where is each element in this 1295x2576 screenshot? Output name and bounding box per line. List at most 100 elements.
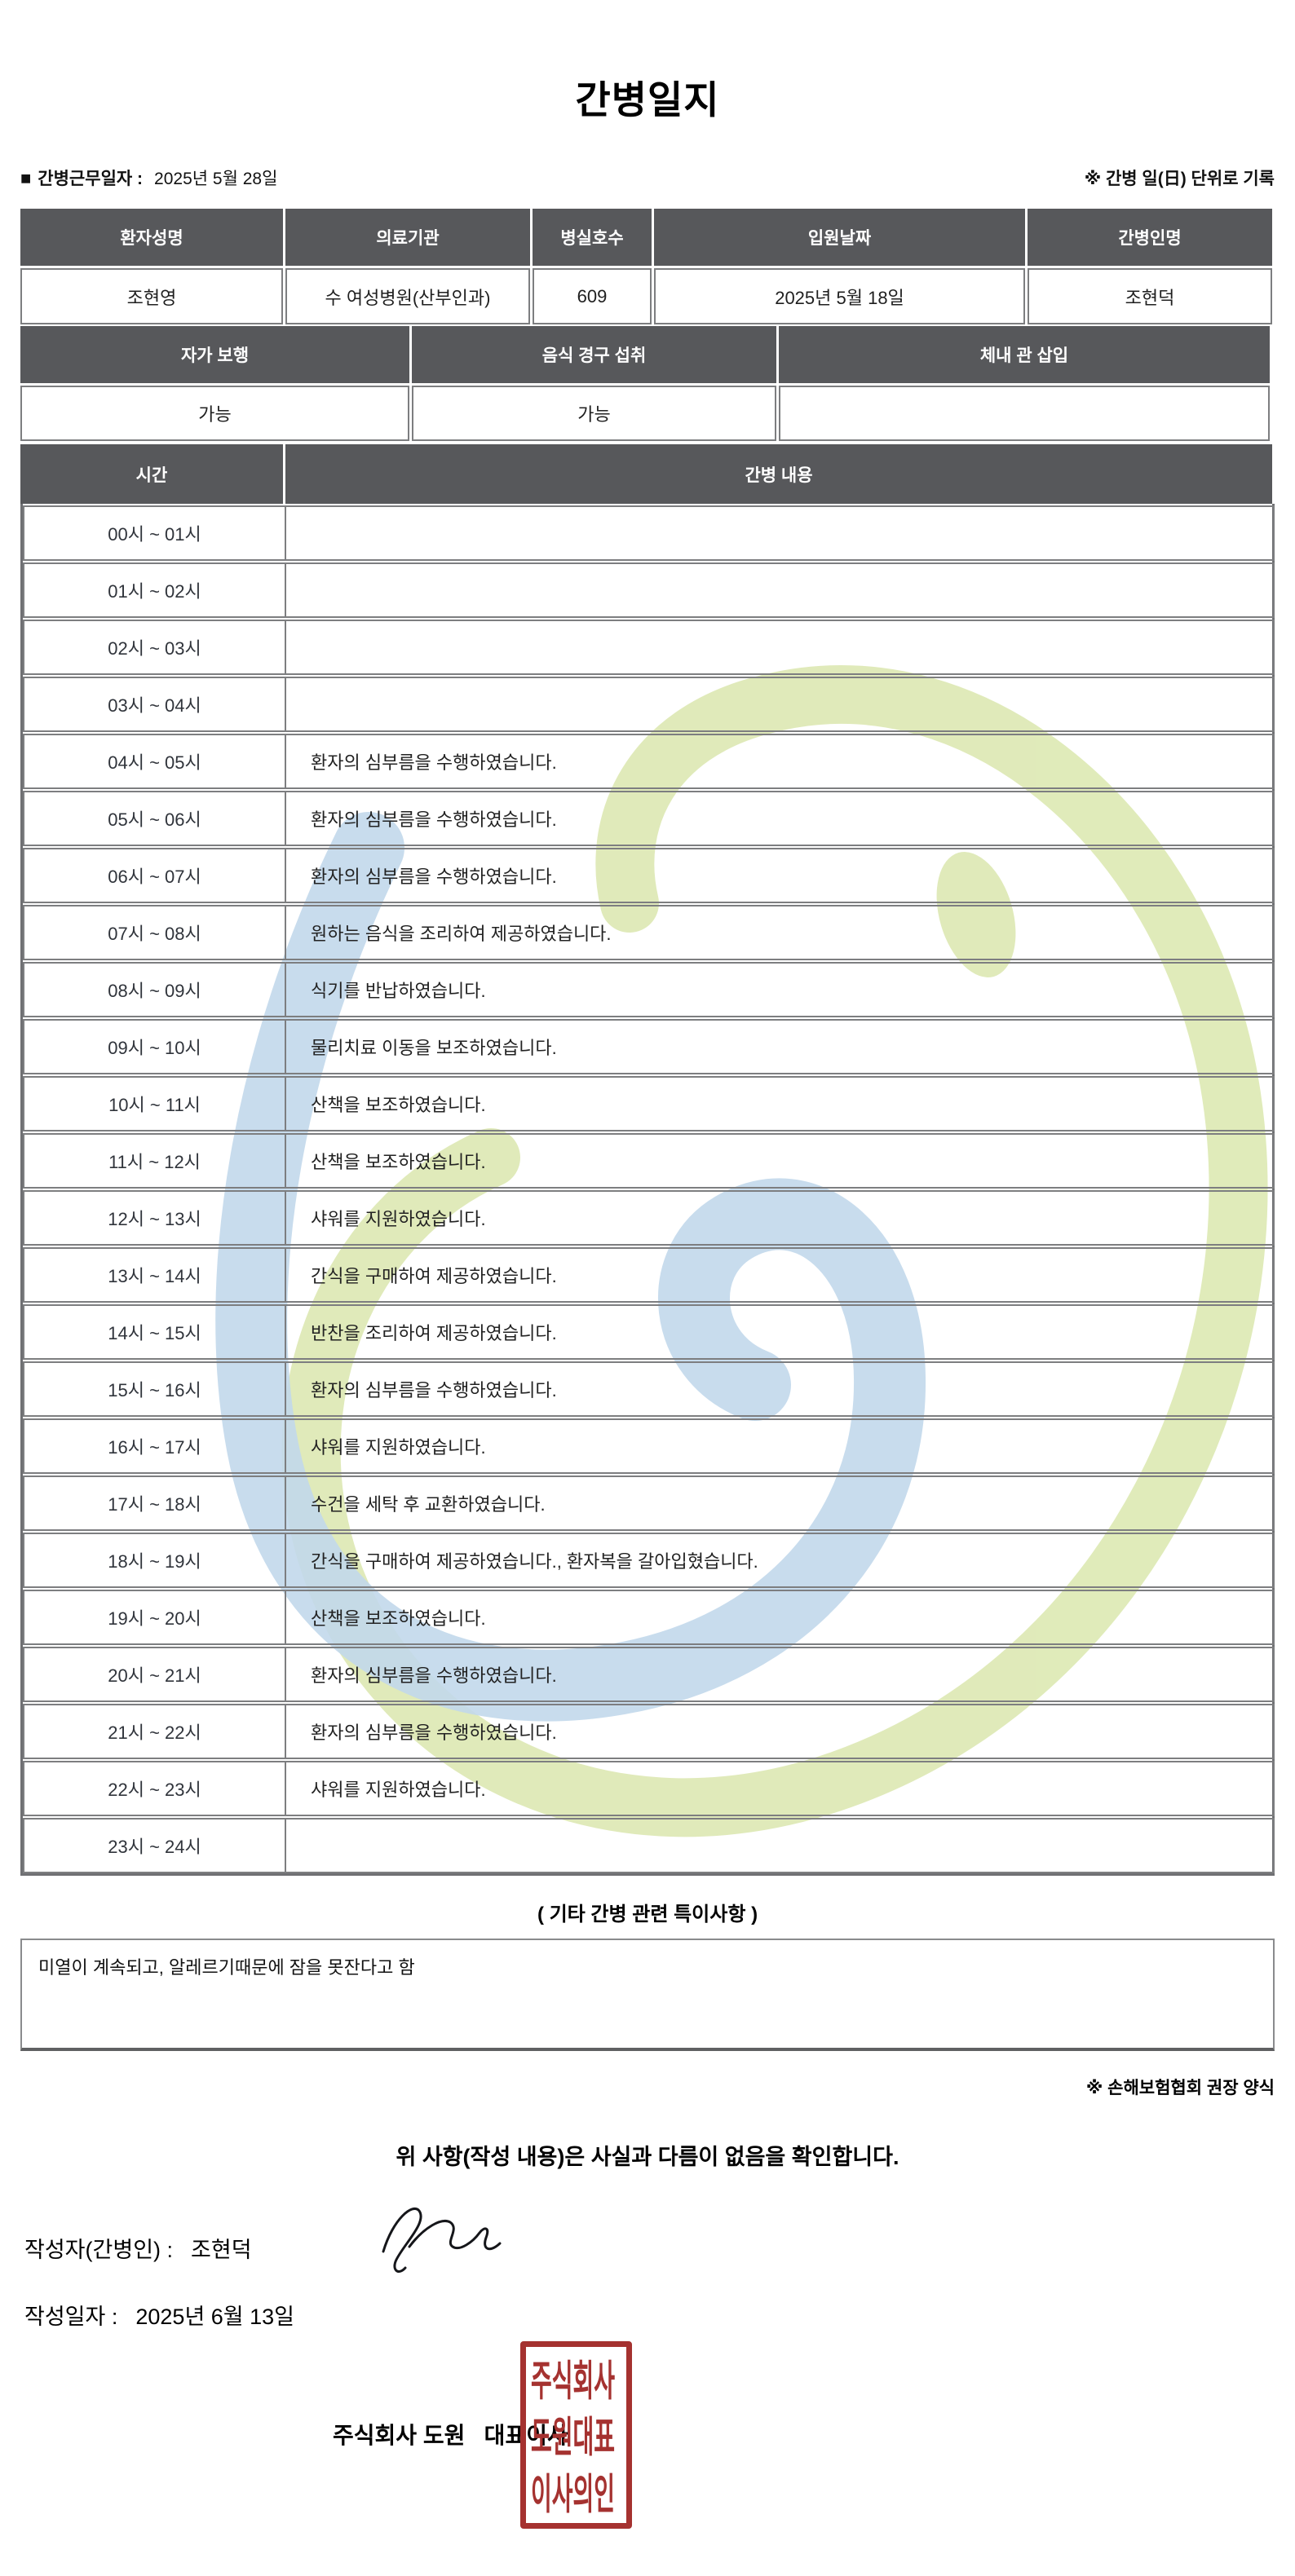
watermark-blue-swirl: [215, 812, 926, 1722]
writer-name: 조현덕: [191, 2238, 252, 2262]
log-body: 00시 ~ 01시 01시 ~ 02시 02시 ~ 03시 03시 ~ 04시 …: [20, 504, 1275, 1876]
unit-note: ※ 간병 일(日) 단위로 기록: [1084, 170, 1275, 188]
work-date-line: ■ 간병근무일자 : 2025년 5월 28일: [20, 165, 277, 190]
log-row-01: 01시 ~ 02시: [23, 562, 1275, 618]
log-time: 14시 ~ 15시: [23, 1304, 285, 1360]
work-date-value: 2025년 5월 28일: [154, 170, 278, 188]
log-content: 환자의 심부름을 수행하였습니다.: [285, 1704, 1275, 1759]
log-row-13: 13시 ~ 14시 간식을 구매하여 제공하였습니다.: [23, 1247, 1275, 1303]
hourly-care-log-table: 시간 간병 내용 00시 ~ 01시 01시 ~ 02시 02시 ~ 03시 0…: [20, 444, 1275, 1876]
log-content: 환자의 심부름을 수행하였습니다.: [285, 734, 1275, 789]
log-time: 18시 ~ 19시: [23, 1533, 285, 1588]
log-row-12: 12시 ~ 13시 샤워를 지원하였습니다.: [23, 1190, 1275, 1246]
log-row-00: 00시 ~ 01시: [23, 505, 1275, 561]
patient-status-table: 자가 보행 음식 경구 섭취 체내 관 삽입 가능 가능: [20, 326, 1275, 441]
log-content: [285, 620, 1275, 675]
log-time: 05시 ~ 06시: [23, 791, 285, 846]
page-title: 간병일지: [575, 78, 720, 121]
log-time: 16시 ~ 17시: [23, 1418, 285, 1474]
log-content: 샤워를 지원하였습니다.: [285, 1761, 1275, 1816]
patient-info-table: 환자성명 의료기관 병실호수 입원날짜 간병인명 조현영 수 여성병원(산부인과…: [20, 209, 1275, 324]
col-header-admission-date: 입원날짜: [654, 209, 1025, 266]
square-bullet-icon: ■: [20, 168, 32, 188]
log-content: 물리치료 이동을 보조하였습니다.: [285, 1019, 1275, 1074]
log-row-21: 21시 ~ 22시 환자의 심부름을 수행하였습니다.: [23, 1704, 1275, 1759]
col-header-time: 시간: [20, 444, 283, 504]
log-content: 환자의 심부름을 수행하였습니다.: [285, 1647, 1275, 1702]
log-time: 15시 ~ 16시: [23, 1361, 285, 1417]
log-row-19: 19시 ~ 20시 산책을 보조하였습니다.: [23, 1590, 1275, 1645]
log-time: 03시 ~ 04시: [23, 677, 285, 732]
col-header-self-walking: 자가 보행: [20, 326, 409, 383]
insurance-form-note: ※ 손해보험협회 권장 양식: [1085, 2079, 1275, 2097]
log-content: [285, 1818, 1275, 1873]
meta-row: ■ 간병근무일자 : 2025년 5월 28일 ※ 간병 일(日) 단위로 기록: [20, 165, 1275, 190]
log-row-22: 22시 ~ 23시 샤워를 지원하였습니다.: [23, 1761, 1275, 1816]
log-row-04: 04시 ~ 05시 환자의 심부름을 수행하였습니다.: [23, 734, 1275, 789]
log-row-02: 02시 ~ 03시: [23, 620, 1275, 675]
log-time: 06시 ~ 07시: [23, 848, 285, 903]
internal-tube-value: [779, 386, 1270, 441]
log-row-03: 03시 ~ 04시: [23, 677, 1275, 732]
log-content: 간식을 구매하여 제공하였습니다., 환자복을 갈아입혔습니다.: [285, 1533, 1275, 1588]
patient-info-header-row: 환자성명 의료기관 병실호수 입원날짜 간병인명: [20, 209, 1275, 266]
room-number-value: 609: [533, 268, 652, 324]
log-row-16: 16시 ~ 17시 샤워를 지원하였습니다.: [23, 1418, 1275, 1474]
log-content: [285, 677, 1275, 732]
log-row-15: 15시 ~ 16시 환자의 심부름을 수행하였습니다.: [23, 1361, 1275, 1417]
special-notes-heading: ( 기타 간병 관련 특이사항 ): [537, 1903, 758, 1925]
log-time: 09시 ~ 10시: [23, 1019, 285, 1074]
company-ceo-line: 주식회사 도원 대표이사: [333, 2423, 568, 2448]
log-content: 반찬을 조리하여 제공하였습니다.: [285, 1304, 1275, 1360]
log-row-20: 20시 ~ 21시 환자의 심부름을 수행하였습니다.: [23, 1647, 1275, 1702]
log-content: 환자의 심부름을 수행하였습니다.: [285, 1361, 1275, 1417]
written-date-label: 작성일자 :: [24, 2305, 118, 2329]
seal-row-2: 도원대표: [531, 2415, 616, 2463]
log-row-08: 08시 ~ 09시 식기를 반납하였습니다.: [23, 962, 1275, 1017]
oral-intake-value: 가능: [412, 386, 776, 441]
log-row-06: 06시 ~ 07시 환자의 심부름을 수행하였습니다.: [23, 848, 1275, 903]
log-time: 12시 ~ 13시: [23, 1190, 285, 1246]
log-time: 13시 ~ 14시: [23, 1247, 285, 1303]
log-content: 원하는 음식을 조리하여 제공하였습니다.: [285, 905, 1275, 960]
special-notes-text: 미열이 계속되고, 알레르기때문에 잠을 못잔다고 함: [38, 1957, 415, 1978]
col-header-oral-intake: 음식 경구 섭취: [412, 326, 776, 383]
col-header-medical-institution: 의료기관: [285, 209, 530, 266]
log-content: 산책을 보조하였습니다.: [285, 1133, 1275, 1189]
log-time: 19시 ~ 20시: [23, 1590, 285, 1645]
log-row-07: 07시 ~ 08시 원하는 음식을 조리하여 제공하였습니다.: [23, 905, 1275, 960]
company-seal-stamp: 주식회사 도원대표 이사의인: [520, 2341, 632, 2529]
col-header-patient-name: 환자성명: [20, 209, 283, 266]
log-content: 환자의 심부름을 수행하였습니다.: [285, 848, 1275, 903]
log-content: 샤워를 지원하였습니다.: [285, 1418, 1275, 1474]
patient-info-value-row: 조현영 수 여성병원(산부인과) 609 2025년 5월 18일 조현덕: [20, 268, 1275, 324]
log-time: 08시 ~ 09시: [23, 962, 285, 1017]
log-time: 01시 ~ 02시: [23, 562, 285, 618]
log-row-09: 09시 ~ 10시 물리치료 이동을 보조하였습니다.: [23, 1019, 1275, 1074]
status-header-row: 자가 보행 음식 경구 섭취 체내 관 삽입: [20, 326, 1275, 383]
log-time: 02시 ~ 03시: [23, 620, 285, 675]
log-time: 22시 ~ 23시: [23, 1761, 285, 1816]
log-time: 07시 ~ 08시: [23, 905, 285, 960]
log-time: 17시 ~ 18시: [23, 1475, 285, 1531]
log-content: 간식을 구매하여 제공하였습니다.: [285, 1247, 1275, 1303]
col-header-room-number: 병실호수: [533, 209, 652, 266]
log-row-10: 10시 ~ 11시 산책을 보조하였습니다.: [23, 1076, 1275, 1131]
log-content: 환자의 심부름을 수행하였습니다.: [285, 791, 1275, 846]
writer-line: 작성자(간병인) : 조현덕: [24, 2232, 252, 2264]
log-time: 20시 ~ 21시: [23, 1647, 285, 1702]
writer-label: 작성자(간병인) :: [24, 2238, 174, 2262]
log-content: 샤워를 지원하였습니다.: [285, 1190, 1275, 1246]
log-content: 산책을 보조하였습니다.: [285, 1076, 1275, 1131]
work-date-label: 간병근무일자 :: [38, 170, 144, 188]
log-time: 21시 ~ 22시: [23, 1704, 285, 1759]
log-row-14: 14시 ~ 15시 반찬을 조리하여 제공하였습니다.: [23, 1304, 1275, 1360]
caregiver-name-value: 조현덕: [1028, 268, 1272, 324]
log-row-05: 05시 ~ 06시 환자의 심부름을 수행하였습니다.: [23, 791, 1275, 846]
log-content: 수건을 세탁 후 교환하였습니다.: [285, 1475, 1275, 1531]
written-date-line: 작성일자 : 2025년 6월 13일: [24, 2299, 294, 2331]
status-value-row: 가능 가능: [20, 386, 1275, 441]
log-row-18: 18시 ~ 19시 간식을 구매하여 제공하였습니다., 환자복을 갈아입혔습니다…: [23, 1533, 1275, 1588]
log-time: 23시 ~ 24시: [23, 1818, 285, 1873]
